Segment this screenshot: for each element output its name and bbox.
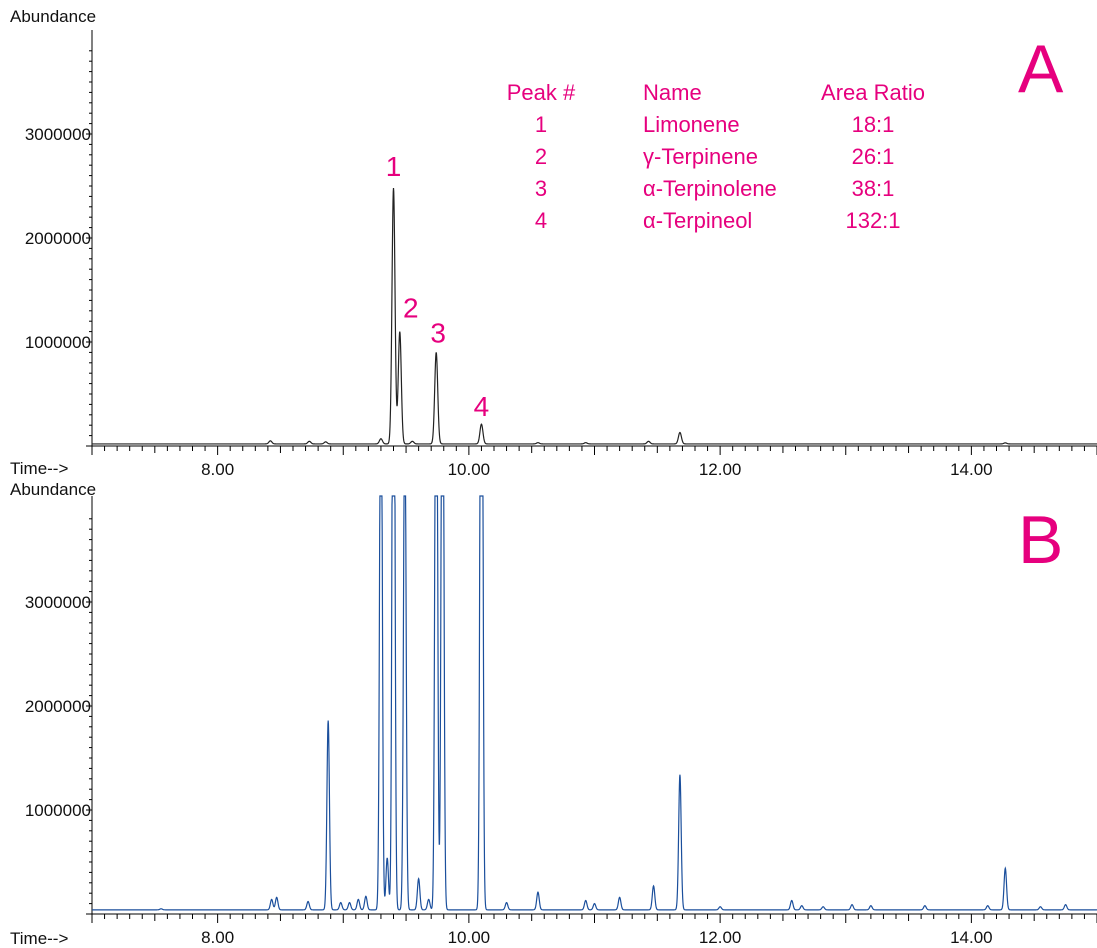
x-tick-label: 14.00 — [950, 928, 993, 947]
y-tick-label: 1000000 — [25, 333, 91, 352]
panel-b-yticks: 1000000 2000000 3000000 — [25, 518, 92, 915]
panel-b-xticks: 8.00 10.00 12.00 14.00 — [91, 914, 1097, 947]
table-row-1-peak: 1 — [535, 112, 547, 137]
y-tick-label: 1000000 — [25, 801, 91, 820]
panel-a-xlabel: Time--> — [10, 459, 68, 478]
y-tick-label: 3000000 — [25, 125, 91, 144]
peak-label-2: 2 — [403, 293, 419, 324]
x-tick-label: 10.00 — [448, 928, 491, 947]
panel-a-ylabel: Abundance — [10, 7, 96, 26]
panel-b: Abundance Time--> B 1000000 2000000 300000… — [10, 480, 1097, 948]
panel-b-ylabel: Abundance — [10, 480, 96, 499]
table-row-3-ratio: 38:1 — [852, 176, 895, 201]
panel-a-axes — [91, 30, 1097, 447]
panel-a-yticks: 1000000 2000000 3000000 — [25, 50, 92, 447]
table-row-3-peak: 3 — [535, 176, 547, 201]
panel-b-letter: B — [1018, 502, 1063, 578]
x-tick-label: 14.00 — [950, 460, 993, 479]
table-row-1-ratio: 18:1 — [852, 112, 895, 137]
peak-label-1: 1 — [386, 151, 402, 182]
x-tick-label: 8.00 — [201, 460, 234, 479]
table-row-2-peak: 2 — [535, 144, 547, 169]
table-row-2-name: γ-Terpinene — [643, 144, 758, 169]
y-tick-label: 2000000 — [25, 229, 91, 248]
panel-b-axes — [91, 496, 1097, 915]
panel-a-letter: A — [1018, 31, 1064, 107]
compound-table: Peak # Name Area Ratio 1 Limonene 18:1 2… — [507, 80, 925, 233]
peak-label-3: 3 — [430, 317, 446, 348]
table-header-ratio: Area Ratio — [821, 80, 925, 105]
y-tick-label: 3000000 — [25, 593, 91, 612]
panel-a-xticks: 8.00 10.00 12.00 14.00 — [91, 446, 1097, 479]
panel-a: Abundance Time--> A 1000000 2000000 300000… — [10, 7, 1097, 479]
panel-a-peak-labels: 1 23 4 — [386, 151, 490, 422]
x-tick-label: 8.00 — [201, 928, 234, 947]
table-row-2-ratio: 26:1 — [852, 144, 895, 169]
x-tick-label: 12.00 — [699, 460, 742, 479]
panel-a-trace — [92, 188, 1097, 445]
peak-label-4: 4 — [474, 391, 490, 422]
panel-b-xlabel: Time--> — [10, 929, 68, 948]
table-row-3-name: α-Terpinolene — [643, 176, 777, 201]
table-header-name: Name — [643, 80, 702, 105]
table-row-4-name: α-Terpineol — [643, 208, 752, 233]
panel-b-trace — [92, 495, 1097, 911]
table-header-peak: Peak # — [507, 80, 576, 105]
x-tick-label: 10.00 — [448, 460, 491, 479]
table-row-4-ratio: 132:1 — [845, 208, 900, 233]
table-row-4-peak: 4 — [535, 208, 547, 233]
y-tick-label: 2000000 — [25, 697, 91, 716]
x-tick-label: 12.00 — [699, 928, 742, 947]
table-row-1-name: Limonene — [643, 112, 740, 137]
